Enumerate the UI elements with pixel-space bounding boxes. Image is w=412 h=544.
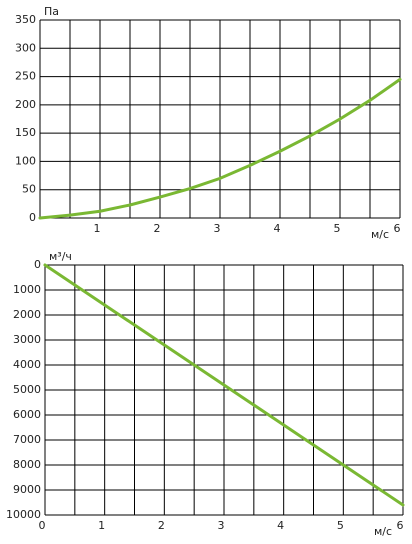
y-tick-label: 200	[15, 98, 36, 111]
x-tick-label: 6	[394, 222, 401, 235]
x-tick-label: 5	[337, 519, 344, 532]
y-tick-label: 4000	[13, 358, 41, 371]
y-tick-label: 350	[15, 13, 36, 26]
y-tick-label: 2000	[13, 308, 41, 321]
x-tick-label: 6	[397, 519, 404, 532]
x-tick-label: 2	[154, 222, 161, 235]
y-tick-label: 10000	[6, 508, 41, 521]
x-tick-label: 4	[274, 222, 281, 235]
y-tick-label: 9000	[13, 483, 41, 496]
y-tick-label: 50	[22, 183, 36, 196]
y-tick-label: 300	[15, 41, 36, 54]
x-tick-label: 1	[98, 519, 105, 532]
y-axis-label: Па	[44, 5, 59, 18]
x-tick-label: 3	[214, 222, 221, 235]
y-tick-label: 3000	[13, 333, 41, 346]
y-axis-label: м³/ч	[49, 250, 72, 263]
y-tick-label: 1000	[13, 283, 41, 296]
y-tick-label: 0	[34, 258, 41, 271]
y-tick-label: 0	[29, 211, 36, 224]
x-tick-label: 5	[334, 222, 341, 235]
x-tick-label: 3	[218, 519, 225, 532]
x-axis-label: м/с	[371, 228, 389, 241]
y-tick-label: 6000	[13, 408, 41, 421]
x-tick-label: 4	[277, 519, 284, 532]
y-tick-label: 250	[15, 70, 36, 83]
x-axis-label: м/с	[374, 525, 392, 538]
data-line	[38, 77, 402, 220]
y-tick-label: 100	[15, 154, 36, 167]
data-line	[43, 263, 405, 507]
y-tick-label: 5000	[13, 383, 41, 396]
y-tick-label: 150	[15, 126, 36, 139]
y-tick-label: 7000	[13, 433, 41, 446]
x-tick-label: 2	[158, 519, 165, 532]
y-tick-label: 8000	[13, 458, 41, 471]
x-tick-label: 0	[39, 519, 46, 532]
x-tick-label: 1	[94, 222, 101, 235]
